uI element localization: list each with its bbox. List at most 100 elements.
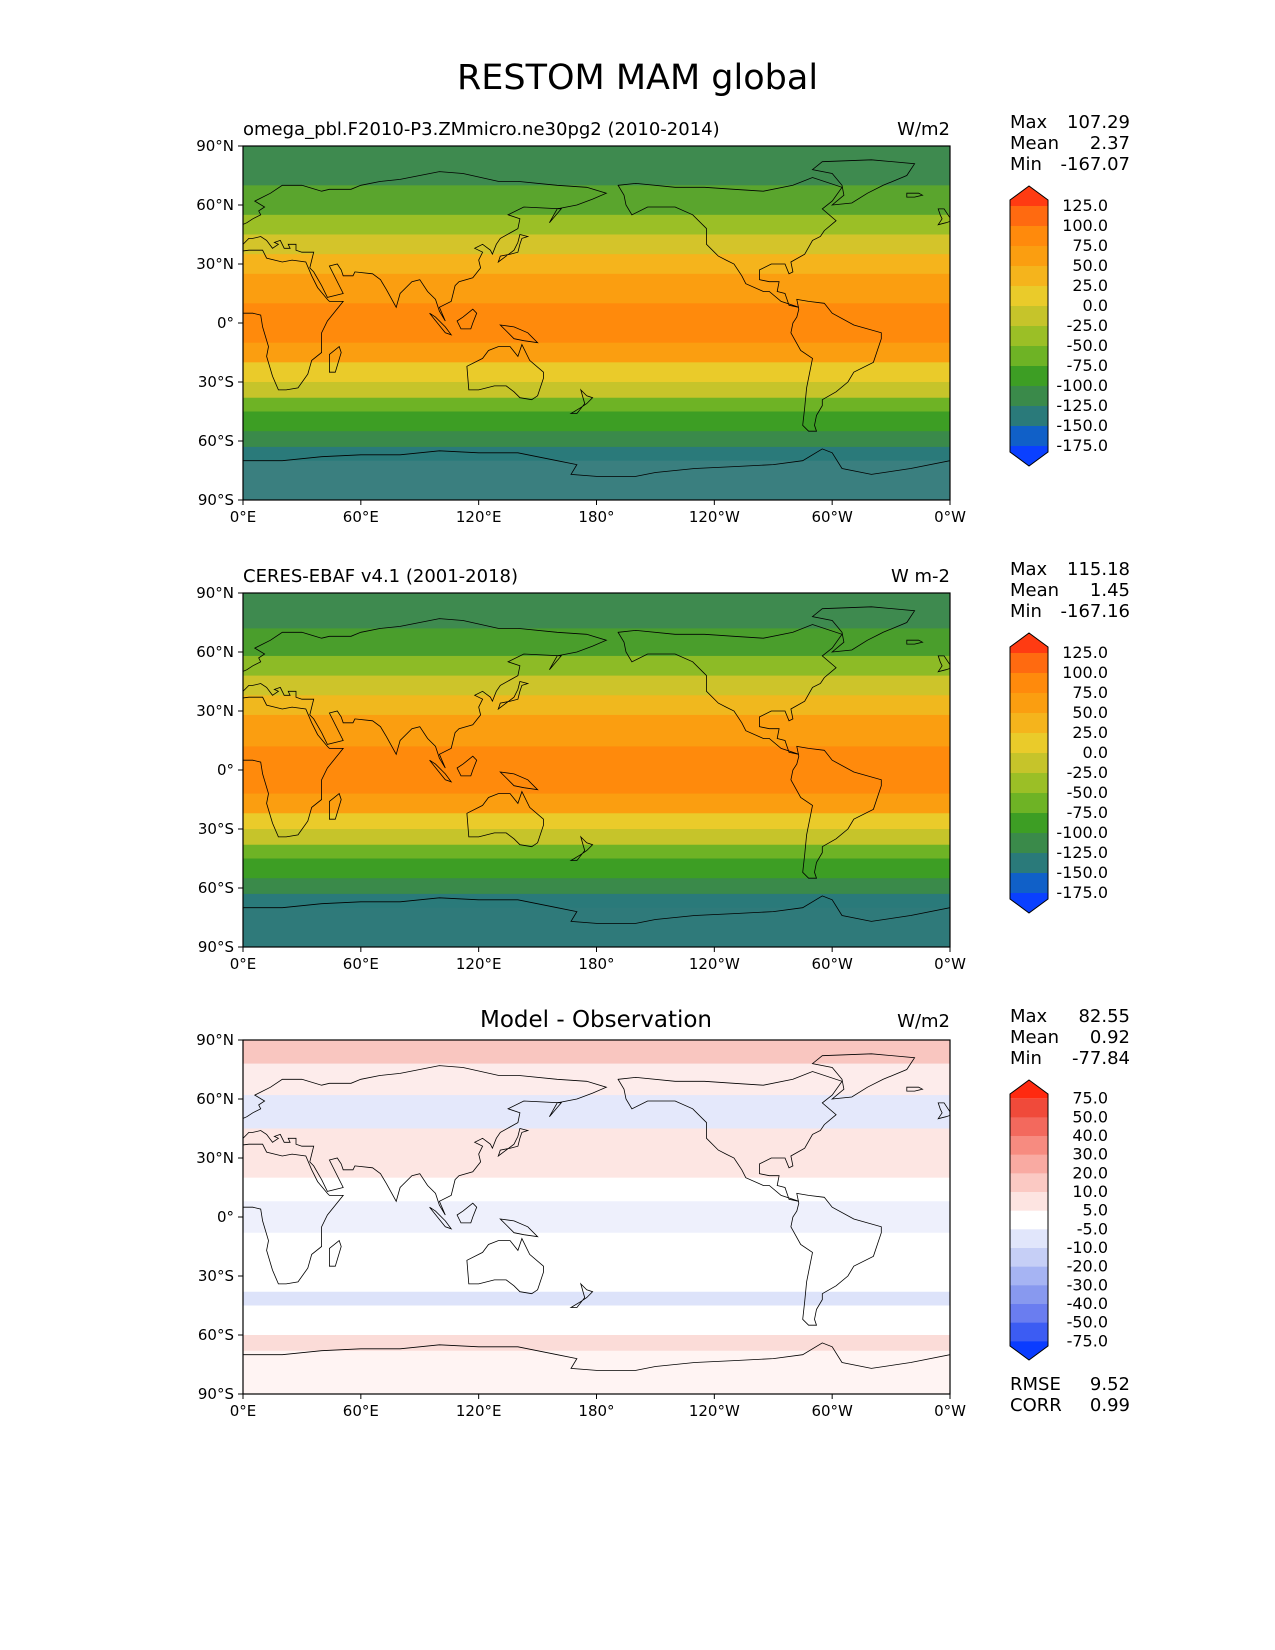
colorbar-tick-label: -10.0 [1067, 1238, 1108, 1257]
coastline-borneo [456, 308, 478, 330]
coastline-iceland [906, 639, 924, 645]
colorbar-tick-label: -150.0 [1056, 863, 1108, 882]
coastline-eurasia [243, 618, 608, 769]
coastline-japan [497, 681, 530, 711]
heatmap-band [243, 411, 950, 432]
colorbar-swatch [1010, 206, 1048, 227]
lon-tick-label: 0°W [934, 508, 966, 526]
colorbar-tick-label: -25.0 [1067, 763, 1108, 782]
heatmap-band [243, 675, 950, 696]
max-value: 107.29 [1067, 112, 1130, 133]
colorbar-tick-label: -175.0 [1056, 436, 1108, 455]
panel-title: CERES-EBAF v4.1 (2001-2018) [243, 566, 518, 587]
coastline-japan [497, 1128, 530, 1158]
heatmap-band [243, 793, 950, 814]
colorbar-tick-label: 40.0 [1072, 1126, 1108, 1145]
colorbar-tick-label: 5.0 [1083, 1201, 1108, 1220]
max-value: 115.18 [1067, 559, 1130, 580]
coastline-borneo [456, 1202, 478, 1224]
coastline-greenland [811, 159, 916, 206]
colorbar-tick-label: -50.0 [1067, 1313, 1108, 1332]
lon-tick-label: 120°W [689, 508, 740, 526]
coastline-eurasia [243, 1065, 608, 1216]
heatmap-band [243, 829, 950, 846]
lon-tick-label: 180° [578, 508, 614, 526]
colorbar-tick-label: 125.0 [1062, 196, 1108, 215]
mean-value: 2.37 [1090, 133, 1130, 154]
min-value: -167.16 [1061, 601, 1130, 622]
coastline-eurasia [243, 171, 608, 322]
colorbar-tick-label: 0.0 [1083, 743, 1108, 762]
lat-tick-label: 60°S [198, 1326, 234, 1344]
colorbar-swatch [1010, 1304, 1048, 1324]
units-label: W/m2 [897, 1011, 950, 1032]
coastline-australia [466, 343, 544, 401]
lon-tick-label: 60°W [811, 508, 853, 526]
coastline-greenland [811, 1053, 916, 1100]
heatmap-band [243, 362, 950, 383]
max-label: Max [1010, 559, 1048, 580]
lon-tick-label: 120°W [689, 955, 740, 973]
heatmap-band [243, 446, 950, 462]
colorbar-swatch [1010, 1136, 1048, 1156]
lon-tick-label: 0°E [230, 508, 257, 526]
heatmap-band [243, 746, 950, 795]
heatmap-band [243, 382, 950, 399]
min-label: Min [1010, 1048, 1042, 1069]
heatmap-band [243, 273, 950, 304]
coastline-new-zealand [569, 1282, 594, 1308]
colorbar-tick-label: -125.0 [1056, 396, 1108, 415]
heatmap-band [243, 858, 950, 879]
coastline-madagascar [328, 345, 342, 373]
colorbar-swatch [1010, 893, 1048, 913]
lat-tick-label: 30°N [196, 702, 234, 720]
coastline-antarctica [243, 895, 950, 947]
lon-tick-label: 60°E [343, 508, 379, 526]
heatmap-band [243, 397, 950, 413]
heatmap-band [243, 655, 950, 677]
lat-tick-label: 30°S [198, 1267, 234, 1285]
colorbar-outline [1009, 185, 1049, 467]
colorbar-swatch [1010, 386, 1048, 407]
lat-tick-label: 90°N [196, 1031, 234, 1049]
colorbar-swatch [1010, 1229, 1048, 1249]
lon-tick-label: 0°E [230, 1402, 257, 1420]
lat-tick-label: 60°N [196, 196, 234, 214]
heatmap-band [243, 1350, 950, 1394]
lat-tick-label: 90°N [196, 137, 234, 155]
observation-panel: 90°N 60°N 30°N 0° 30°S 60°S 90°S0°E 60°E 120°E 18… [196, 559, 1130, 973]
coastline-new-zealand [569, 835, 594, 861]
colorbar-swatch [1010, 1266, 1048, 1286]
colorbar-swatch [1010, 286, 1048, 307]
coastline-new-guinea [499, 1218, 539, 1238]
colorbar-swatch [1010, 653, 1048, 674]
colorbar-swatch [1010, 266, 1048, 287]
corr-value: 0.99 [1090, 1395, 1130, 1416]
lat-tick-label: 90°N [196, 584, 234, 602]
max-label: Max [1010, 1006, 1048, 1027]
heatmap-band [243, 907, 950, 947]
coastline-north-america [617, 1071, 843, 1202]
rmse-value: 9.52 [1090, 1374, 1130, 1395]
coastline-africa [243, 1143, 345, 1285]
coastline-madagascar [328, 1239, 342, 1267]
colorbar-tick-label: -75.0 [1067, 1331, 1108, 1350]
colorbar-swatch [1010, 733, 1048, 754]
coastline-sumatra [429, 312, 453, 336]
min-label: Min [1010, 154, 1042, 175]
heatmap-band [243, 1291, 950, 1307]
colorbar-tick-label: 25.0 [1072, 723, 1108, 742]
coastline-south-america [790, 298, 882, 432]
colorbar-swatch [1010, 426, 1048, 447]
heatmap-band [243, 1232, 950, 1293]
coastline-uk [937, 655, 950, 673]
colorbar-swatch [1010, 1210, 1048, 1230]
max-label: Max [1010, 112, 1048, 133]
colorbar-tick-label: -100.0 [1056, 376, 1108, 395]
lon-tick-label: 180° [578, 955, 614, 973]
heatmap-band [243, 1128, 950, 1179]
heatmap-band [243, 254, 950, 275]
colorbar-swatch [1010, 226, 1048, 247]
colorbar-swatch [1010, 446, 1048, 466]
colorbar-tick-label: 10.0 [1072, 1182, 1108, 1201]
